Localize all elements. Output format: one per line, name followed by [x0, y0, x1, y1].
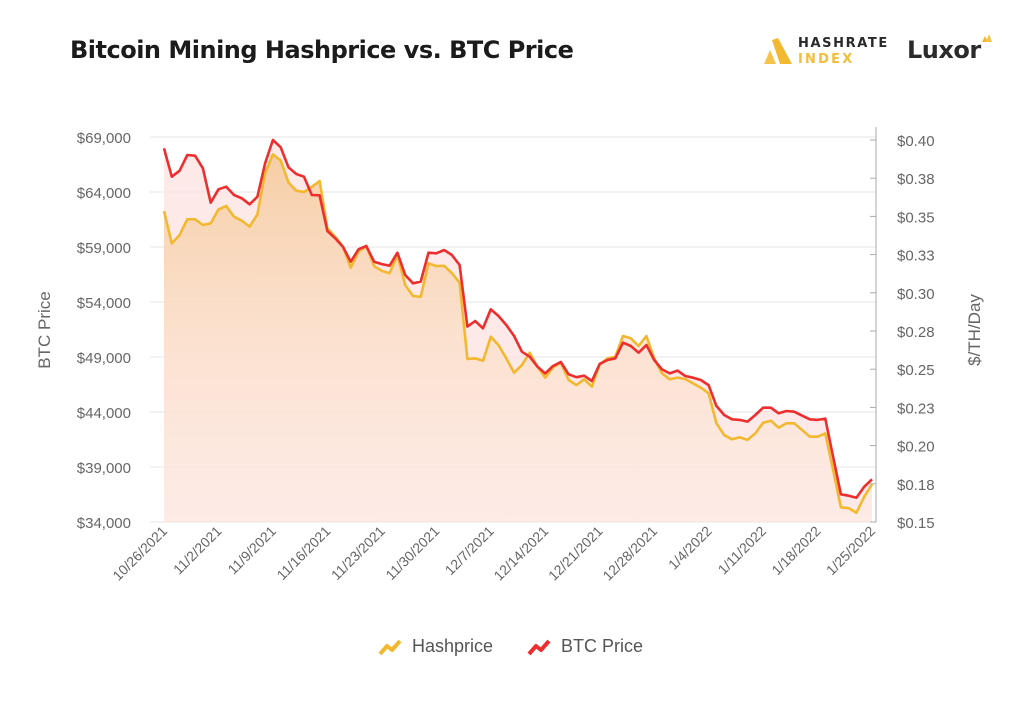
chart-title: Bitcoin Mining Hashprice vs. BTC Price [70, 36, 574, 64]
y2-tick-label: $0.35 [897, 209, 935, 226]
x-tick-label: 11/2/2021 [170, 523, 225, 578]
hashrate-brand-line2: INDEX [798, 52, 855, 67]
legend-label-btc-price: BTC Price [561, 636, 644, 656]
x-tick-label: 11/9/2021 [224, 523, 279, 578]
y2-tick-label: $0.40 [897, 133, 935, 150]
x-tick-label: 12/14/2021 [490, 523, 551, 584]
y2-tick-label: $0.20 [897, 439, 935, 456]
y2-tick-label: $0.18 [897, 477, 935, 494]
hashrate-index-logo-icon [764, 38, 792, 64]
hashprice-line [162, 153, 874, 515]
legend-item-btc-price[interactable]: BTC Price [527, 636, 643, 657]
luxor-mark-icon [982, 34, 992, 42]
y-axis-title: BTC Price [35, 291, 54, 368]
x-tick-label: 12/28/2021 [599, 523, 660, 584]
x-tick-label: 11/30/2021 [382, 523, 442, 583]
legend-item-hashprice[interactable]: Hashprice [378, 636, 493, 657]
x-tick-label: 11/16/2021 [273, 523, 333, 583]
y2-tick-label: $0.25 [897, 362, 935, 379]
x-tick-label: 1/18/2022 [768, 523, 824, 579]
btc-price-legend-icon [527, 639, 551, 655]
legend-label-hashprice: Hashprice [412, 636, 494, 656]
y2-axis-title: $/TH/Day [965, 294, 984, 366]
x-tick-label: 12/7/2021 [442, 523, 498, 579]
y2-tick-label: $0.30 [897, 286, 935, 303]
hashprice-legend-icon [378, 639, 402, 655]
y-tick-label: $39,000 [77, 460, 131, 477]
x-tick-label: 1/25/2022 [823, 523, 879, 579]
x-tick-label: 1/4/2022 [665, 523, 715, 573]
y-tick-label: $49,000 [77, 350, 131, 367]
luxor-logo: Luxor [907, 36, 981, 64]
y2-tick-label: $0.15 [897, 515, 935, 532]
x-tick-label: 1/11/2022 [715, 523, 770, 578]
hashrate-brand-line1: HASHRATE [798, 36, 889, 51]
y-tick-label: $34,000 [77, 515, 131, 532]
y-tick-label: $44,000 [77, 405, 131, 422]
y-tick-label: $64,000 [77, 185, 131, 202]
x-tick-label: 11/23/2021 [328, 523, 388, 583]
y-tick-label: $59,000 [77, 240, 131, 257]
hashprice-area [164, 154, 872, 522]
btc-price-line [162, 138, 873, 500]
y-tick-label: $54,000 [77, 295, 131, 312]
y2-tick-label: $0.23 [897, 400, 935, 417]
y2-tick-label: $0.28 [897, 324, 935, 341]
y-tick-label: $69,000 [77, 130, 131, 147]
x-tick-label: 12/21/2021 [545, 523, 606, 584]
y2-tick-label: $0.33 [897, 248, 935, 265]
y2-tick-label: $0.38 [897, 171, 935, 188]
